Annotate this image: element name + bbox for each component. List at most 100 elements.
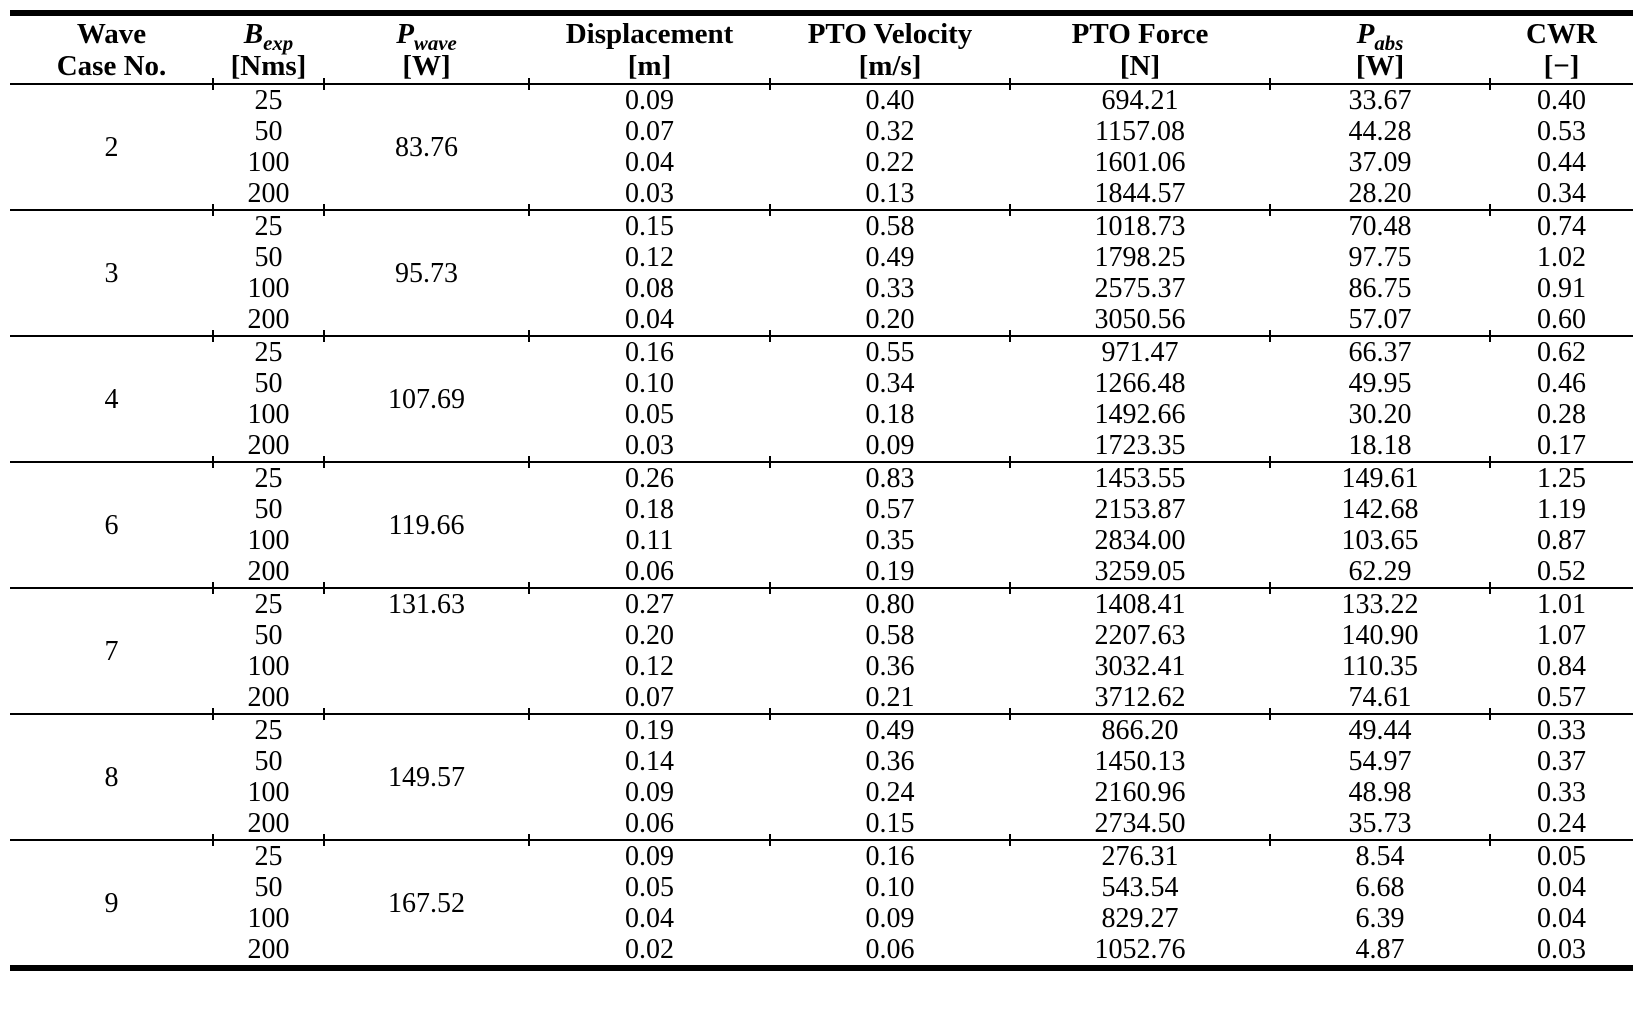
col-header-pto-force: PTO Force [N] [1010, 13, 1270, 84]
pto-force-value: 2160.96 [1094, 777, 1186, 808]
wave-case-number: 3 [10, 209, 213, 336]
pto-velocity-value: 0.10 [865, 872, 915, 903]
table-row: 200 0.03 0.09 1723.35 18.18 0.17 [10, 430, 1633, 462]
b-exp-value: 200 [247, 556, 290, 587]
cwr-value: 0.46 [1537, 368, 1586, 399]
table-body: 2 25 83.76 0.09 0.40 694.21 33.67 0.40 50 0.07 0.3… [10, 79, 1633, 968]
displacement-value: 0.04 [625, 903, 674, 934]
b-exp-value: 50 [254, 872, 283, 903]
displacement-value: 0.10 [625, 368, 674, 399]
pto-force-value: 2834.00 [1094, 525, 1186, 556]
table-row: 200 0.07 0.21 3712.62 74.61 0.57 [10, 682, 1633, 714]
p-abs-value: 8.54 [1269, 835, 1490, 872]
pto-velocity-value: 0.49 [769, 709, 1010, 746]
displacement-value: 0.07 [625, 116, 674, 147]
wave-case-number: 7 [10, 587, 213, 714]
b-exp-value: 50 [254, 116, 283, 147]
b-exp-value: 200 [247, 934, 290, 965]
displacement-value: 0.18 [625, 494, 674, 525]
b-exp-value: 200 [247, 178, 290, 209]
pto-force-value: 1450.13 [1094, 746, 1186, 777]
table-row: 100 0.04 0.22 1601.06 37.09 0.44 [10, 147, 1633, 178]
pto-force-value: 2153.87 [1094, 494, 1186, 525]
p-abs-value: 142.68 [1341, 494, 1419, 525]
cwr-value: 0.74 [1489, 205, 1633, 242]
p-abs-value: 54.97 [1348, 746, 1412, 777]
p-abs-value: 30.20 [1348, 399, 1412, 430]
p-abs-value: 48.98 [1348, 777, 1412, 808]
b-exp-value: 25 [212, 205, 324, 242]
displacement-value: 0.06 [625, 556, 674, 587]
cwr-value: 0.37 [1537, 746, 1586, 777]
displacement-value: 0.05 [625, 399, 674, 430]
cwr-value: 0.33 [1537, 777, 1586, 808]
cwr-value: 0.28 [1537, 399, 1586, 430]
table-header-row: Wave Case No. Bexp [Nms] Pwave [W] Displ… [10, 13, 1633, 84]
p-abs-value: 103.65 [1341, 525, 1419, 556]
pto-velocity-value: 0.33 [865, 273, 915, 304]
displacement-value: 0.14 [625, 746, 674, 777]
pto-velocity-value: 0.58 [769, 205, 1010, 242]
table-row: 100 0.08 0.33 2575.37 86.75 0.91 [10, 273, 1633, 304]
col-header-p-wave: Pwave [W] [324, 13, 529, 84]
cwr-value: 0.34 [1537, 178, 1586, 209]
displacement-value: 0.27 [528, 583, 770, 620]
table-header: Wave Case No. Bexp [Nms] Pwave [W] Displ… [10, 13, 1633, 84]
p-abs-value: 140.90 [1341, 620, 1419, 651]
pto-force-value: 2575.37 [1094, 273, 1186, 304]
pto-velocity-value: 0.18 [865, 399, 915, 430]
pto-velocity-value: 0.09 [865, 430, 915, 461]
p-abs-value: 70.48 [1269, 205, 1490, 242]
pto-velocity-value: 0.22 [865, 147, 915, 178]
p-abs-value: 49.44 [1269, 709, 1490, 746]
p-abs-value: 86.75 [1348, 273, 1412, 304]
b-exp-value: 200 [247, 304, 290, 335]
pto-force-value: 866.20 [1009, 709, 1270, 746]
b-exp-value: 50 [254, 746, 283, 777]
header-symbol-p-wave: Pwave [324, 18, 529, 53]
p-abs-value: 33.67 [1269, 79, 1490, 116]
table-row: 100 0.11 0.35 2834.00 103.65 0.87 [10, 525, 1633, 556]
pto-force-value: 3259.05 [1094, 556, 1186, 587]
pto-velocity-value: 0.35 [865, 525, 915, 556]
b-exp-value: 200 [247, 808, 290, 839]
table-row: 200 0.06 0.19 3259.05 62.29 0.52 [10, 556, 1633, 588]
p-wave-value: 119.66 [323, 457, 529, 588]
cwr-value: 0.62 [1489, 331, 1633, 368]
table-row: 100 0.12 0.36 3032.41 110.35 0.84 [10, 651, 1633, 682]
table-row: 200 0.03 0.13 1844.57 28.20 0.34 [10, 178, 1633, 210]
pto-velocity-value: 0.16 [769, 835, 1010, 872]
displacement-value: 0.15 [528, 205, 770, 242]
header-unit-cwr: [−] [1543, 50, 1580, 82]
symbol-b: B [243, 18, 264, 50]
col-header-wave-case: Wave Case No. [10, 13, 213, 84]
header-unit-p-abs: [W] [1355, 50, 1405, 82]
symbol-p-abs-sub: abs [1374, 30, 1404, 55]
b-exp-value: 100 [247, 147, 290, 178]
table-row: 200 0.04 0.20 3050.56 57.07 0.60 [10, 304, 1633, 336]
p-wave-value: 131.63 [323, 583, 529, 714]
pto-force-value: 1798.25 [1094, 242, 1186, 273]
pto-force-value: 3712.62 [1094, 682, 1186, 713]
p-abs-value: 4.87 [1355, 934, 1405, 965]
col-header-pto-velocity: PTO Velocity [m/s] [770, 13, 1010, 84]
pto-force-value: 3032.41 [1094, 651, 1186, 682]
p-abs-value: 74.61 [1348, 682, 1412, 713]
b-exp-value: 50 [254, 242, 283, 273]
pto-force-value: 1492.66 [1094, 399, 1186, 430]
cwr-value: 0.87 [1537, 525, 1586, 556]
table-row: 50 0.18 0.57 2153.87 142.68 1.19 [10, 494, 1633, 525]
displacement-value: 0.02 [625, 934, 674, 965]
b-exp-value: 100 [247, 777, 290, 808]
pto-velocity-value: 0.19 [865, 556, 915, 587]
pto-force-value: 1052.76 [1094, 934, 1186, 965]
pto-force-value: 2207.63 [1094, 620, 1186, 651]
pto-velocity-value: 0.49 [865, 242, 915, 273]
b-exp-value: 50 [254, 368, 283, 399]
table-row: 50 0.12 0.49 1798.25 97.75 1.02 [10, 242, 1633, 273]
cwr-value: 0.24 [1537, 808, 1586, 839]
header-label-pto-velocity: PTO Velocity [807, 18, 973, 50]
table-row: 50 0.14 0.36 1450.13 54.97 0.37 [10, 746, 1633, 777]
cwr-value: 0.57 [1537, 682, 1586, 713]
header-symbol-p-abs: Pabs [1270, 18, 1490, 53]
